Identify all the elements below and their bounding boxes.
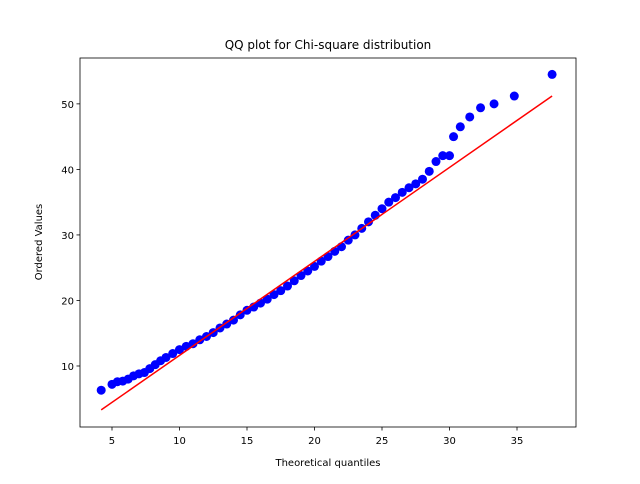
point [445, 151, 455, 161]
point [431, 157, 441, 167]
x-tick-label: 30 [443, 436, 456, 447]
point [296, 271, 306, 281]
point [168, 349, 178, 359]
y-tick-label: 20 [61, 296, 74, 307]
point [411, 179, 421, 189]
point [343, 235, 353, 245]
y-tick-label: 50 [61, 100, 74, 111]
point [161, 352, 171, 362]
point [276, 286, 286, 296]
point [465, 112, 475, 122]
x-tick-label: 10 [173, 436, 186, 447]
point [282, 281, 292, 291]
point [364, 217, 374, 227]
x-axis-label: Theoretical quantiles [274, 458, 380, 469]
point [289, 276, 299, 286]
y-tick-label: 10 [61, 362, 74, 373]
x-tick-label: 25 [376, 436, 389, 447]
point [384, 197, 394, 207]
point [242, 305, 252, 315]
point [350, 230, 360, 240]
point [424, 166, 434, 176]
x-tick-label: 15 [241, 436, 254, 447]
fit-line [100, 95, 553, 411]
y-tick-label: 40 [61, 165, 74, 176]
x-tick-label: 35 [511, 436, 524, 447]
point [188, 339, 198, 349]
point [476, 103, 486, 113]
y-axis-label: Ordered Values [34, 204, 45, 281]
point [397, 187, 407, 197]
chart-title: QQ plot for Chi-square distribution [225, 38, 432, 52]
point [269, 290, 279, 300]
point [235, 310, 245, 320]
point [438, 151, 448, 161]
point [337, 242, 347, 252]
point [404, 183, 414, 193]
plot-frame [79, 57, 577, 428]
point [377, 204, 387, 214]
point [262, 294, 272, 304]
point [303, 266, 313, 276]
x-tick-label: 20 [308, 436, 321, 447]
point [509, 91, 519, 101]
y-tick-label: 30 [61, 231, 74, 242]
point [418, 174, 428, 184]
point [174, 345, 184, 355]
point [455, 122, 465, 132]
point [391, 193, 401, 203]
point [547, 69, 557, 79]
point [449, 132, 459, 142]
point [96, 385, 106, 395]
point [489, 99, 499, 109]
point [309, 261, 319, 271]
x-tick-label: 5 [109, 436, 115, 447]
point [228, 315, 238, 325]
